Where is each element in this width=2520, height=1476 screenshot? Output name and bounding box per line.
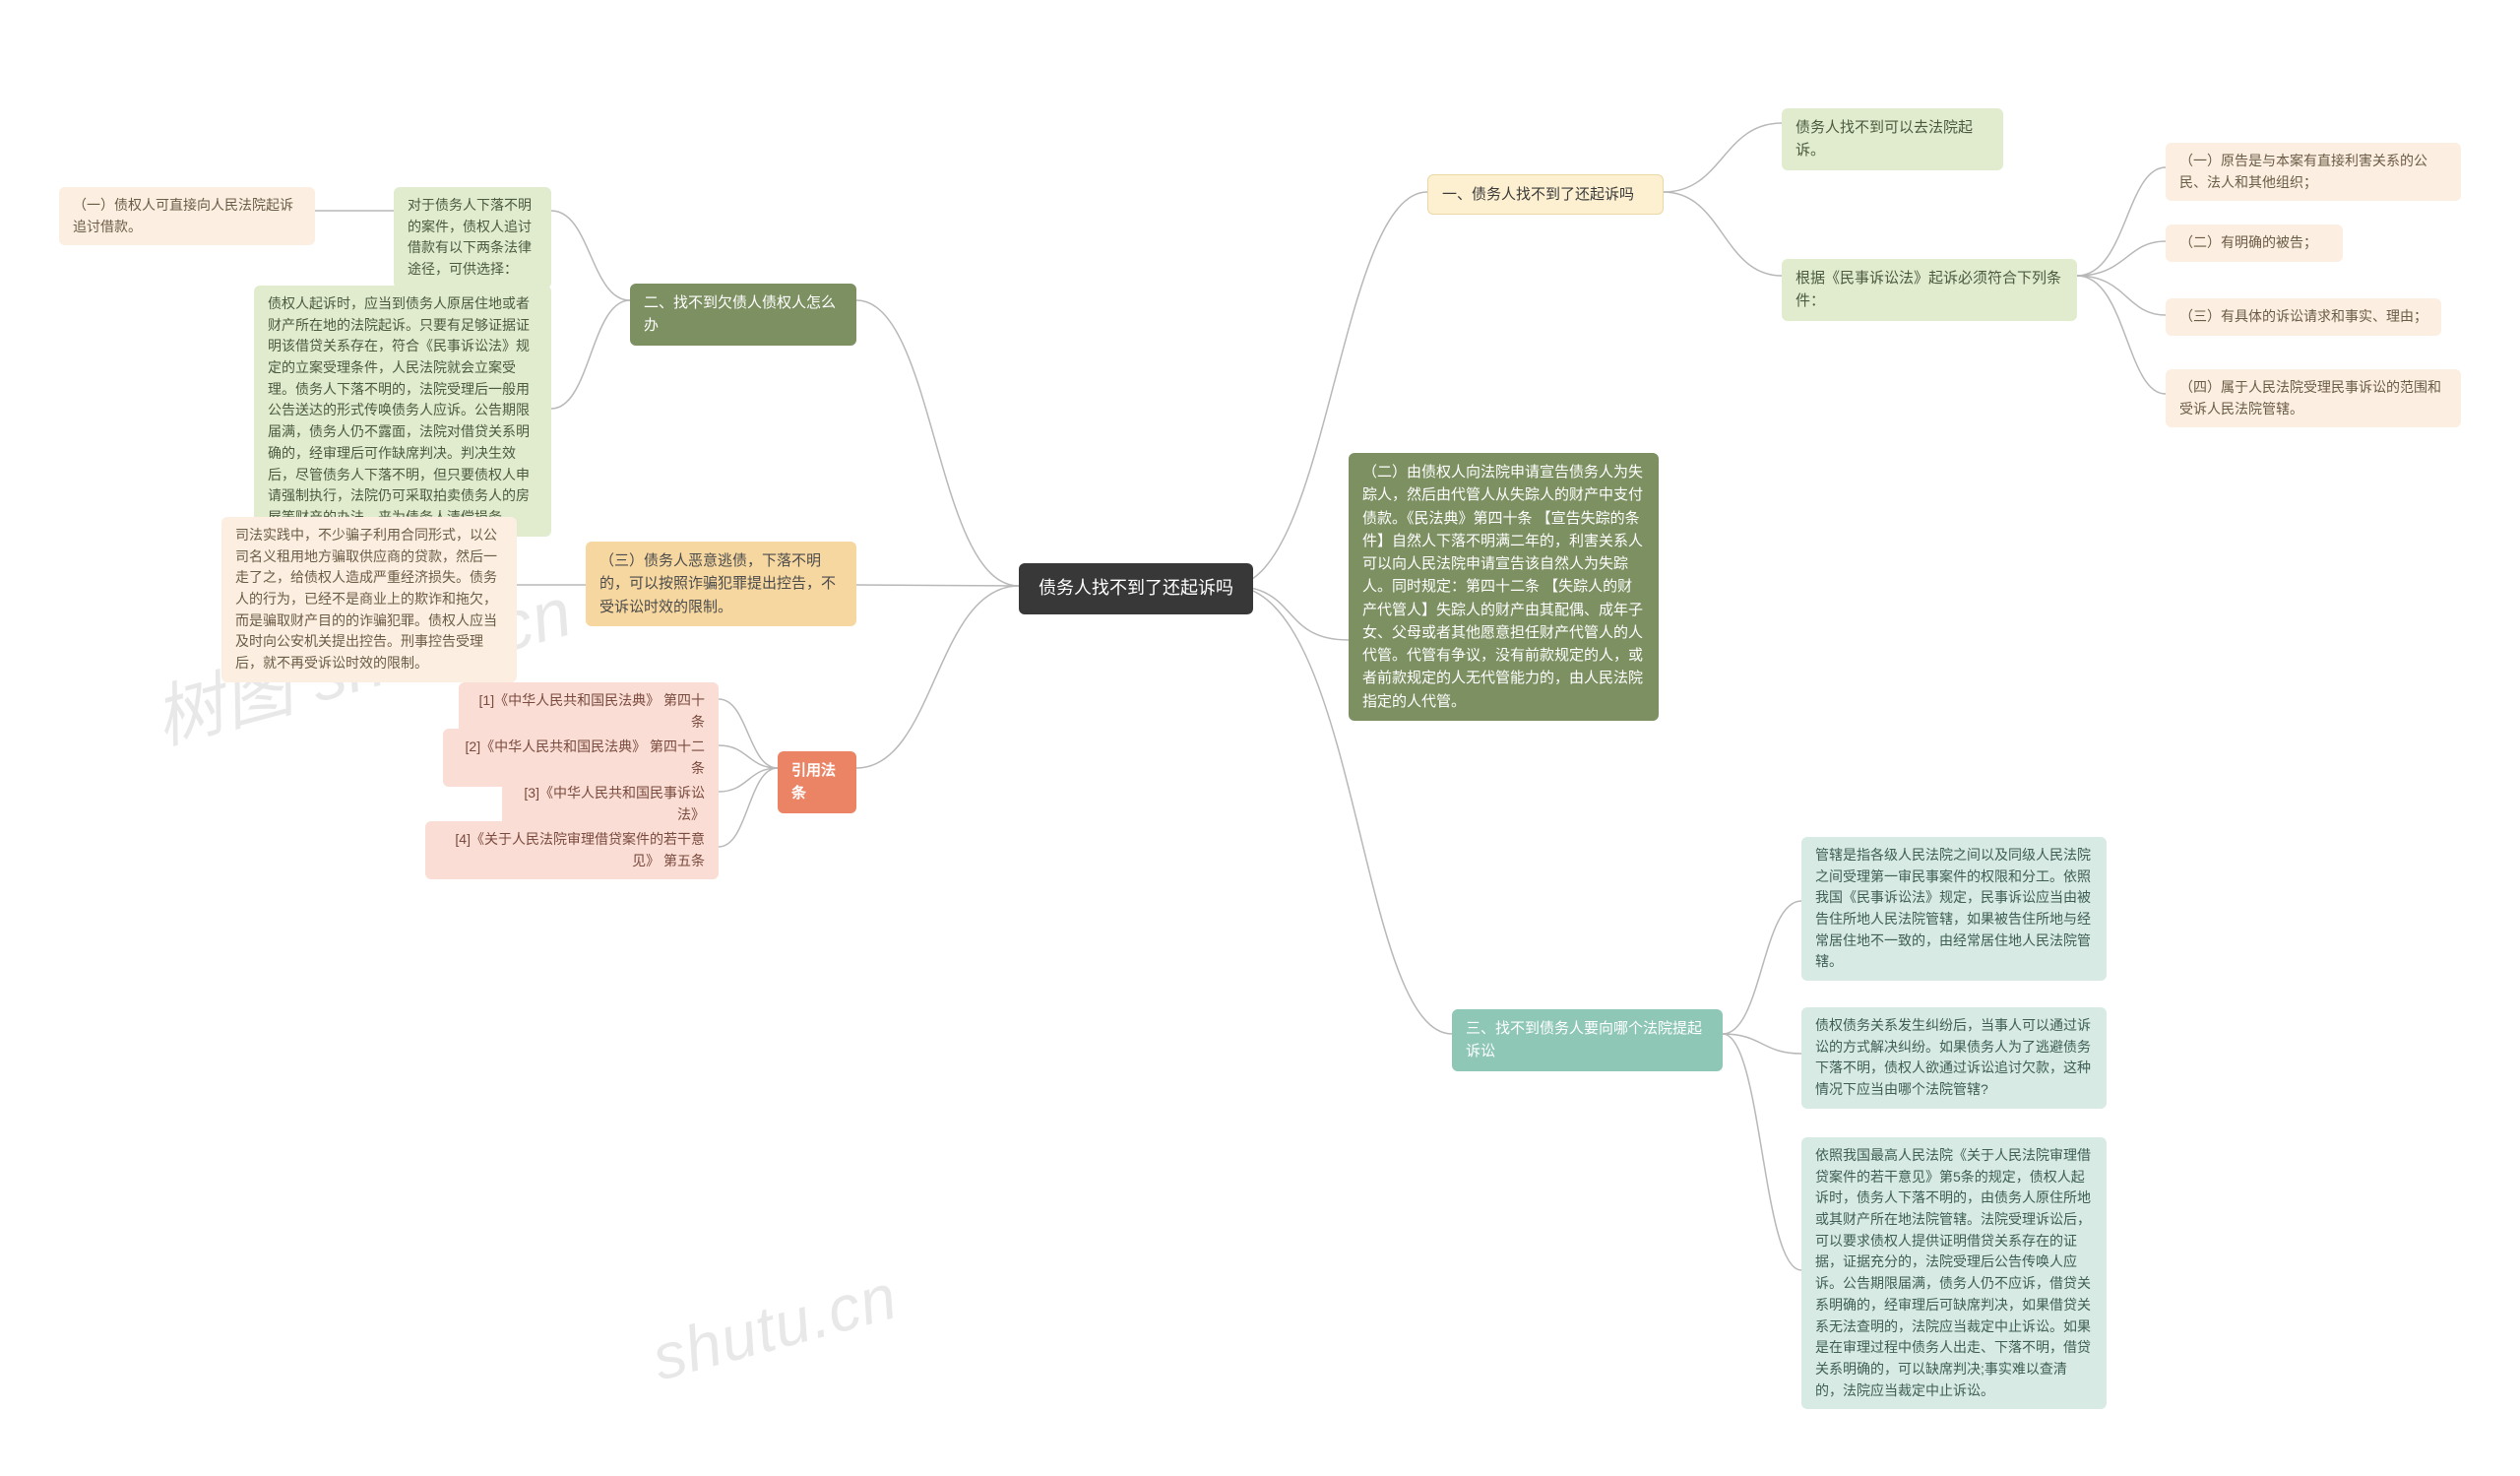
node-left-3[interactable]: （三）债务人恶意逃债，下落不明的，可以按照诈骗犯罪提出控告，不受诉讼时效的限制。 (586, 542, 856, 626)
node-right-3-c1[interactable]: 管辖是指各级人民法院之间以及同级人民法院之间受理第一审民事案件的权限和分工。依照… (1801, 837, 2107, 981)
node-right-3-c3[interactable]: 依照我国最高人民法院《关于人民法院审理借贷案件的若干意见》第5条的规定，债权人起… (1801, 1137, 2107, 1409)
node-left-4-c4[interactable]: [4]《关于人民法院审理借贷案件的若干意见》 第五条 (425, 821, 719, 879)
node-right-1-2-c4[interactable]: （四）属于人民法院受理民事诉讼的范围和受诉人民法院管辖。 (2166, 369, 2461, 427)
node-right-3-c2[interactable]: 债权债务关系发生纠纷后，当事人可以通过诉讼的方式解决纠纷。如果债务人为了逃避债务… (1801, 1007, 2107, 1109)
watermark: shutu.cn (645, 1258, 905, 1394)
node-left-2[interactable]: 二、找不到欠债人债权人怎么办 (630, 284, 856, 346)
root-node[interactable]: 债务人找不到了还起诉吗 (1019, 563, 1253, 614)
node-right-2[interactable]: （二）由债权人向法院申请宣告债务人为失踪人，然后由代管人从失踪人的财产中支付债款… (1349, 453, 1659, 721)
node-left-2-c1-detail[interactable]: 债权人起诉时，应当到债务人原居住地或者财产所在地的法院起诉。只要有足够证据证明该… (254, 286, 551, 537)
node-right-1-2-c2[interactable]: （二）有明确的被告； (2166, 225, 2343, 262)
node-left-2-c1[interactable]: （一）债权人可直接向人民法院起诉追讨借款。 (59, 187, 315, 245)
node-left-2-intro[interactable]: 对于债务人下落不明的案件，债权人追讨借款有以下两条法律途径，可供选择： (394, 187, 551, 289)
node-right-1[interactable]: 一、债务人找不到了还起诉吗 (1427, 174, 1664, 215)
node-left-4[interactable]: 引用法条 (778, 751, 856, 813)
node-right-1-child1[interactable]: 债务人找不到可以去法院起诉。 (1782, 108, 2003, 170)
mindmap-canvas: 树图 shutu.cn shutu.cn shutu.cn shutu.cn (0, 0, 2520, 1476)
node-left-3-c1[interactable]: 司法实践中，不少骗子利用合同形式，以公司名义租用地方骗取供应商的贷款，然后一走了… (221, 517, 517, 682)
node-right-1-child2[interactable]: 根据《民事诉讼法》起诉必须符合下列条件： (1782, 259, 2077, 321)
node-right-1-2-c3[interactable]: （三）有具体的诉讼请求和事实、理由； (2166, 298, 2441, 336)
node-right-3[interactable]: 三、找不到债务人要向哪个法院提起诉讼 (1452, 1009, 1723, 1071)
connectors (0, 0, 2520, 1476)
node-right-1-2-c1[interactable]: （一）原告是与本案有直接利害关系的公民、法人和其他组织； (2166, 143, 2461, 201)
